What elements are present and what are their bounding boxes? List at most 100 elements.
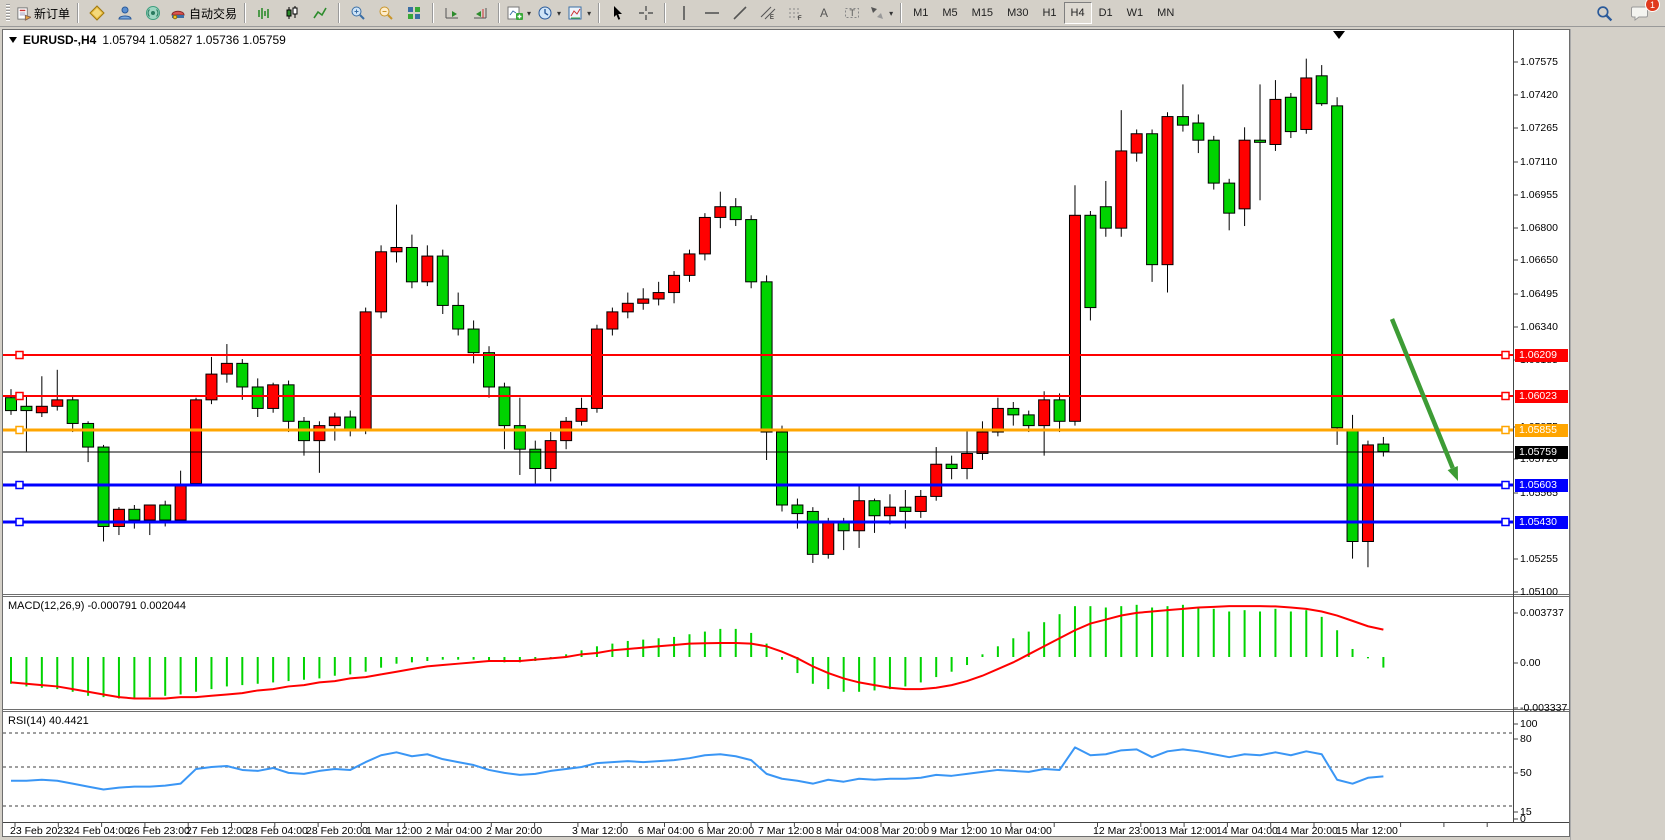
candle-body[interactable] xyxy=(251,386,264,409)
candle-body[interactable] xyxy=(822,521,835,555)
time-axis-label[interactable]: 12 Mar 23:00 xyxy=(1093,825,1155,837)
candle-body[interactable] xyxy=(1361,444,1374,542)
time-axis-label[interactable]: 6 Mar 20:00 xyxy=(698,825,755,837)
text-button[interactable]: A xyxy=(810,1,838,25)
candle-body[interactable] xyxy=(1300,77,1313,130)
candle-body[interactable] xyxy=(652,292,665,300)
candle-body[interactable] xyxy=(1146,133,1159,266)
time-axis-label[interactable]: 26 Feb 23:00 xyxy=(128,825,190,837)
candle-body[interactable] xyxy=(174,485,187,521)
candle-body[interactable] xyxy=(51,399,64,407)
candle-body[interactable] xyxy=(1284,96,1297,133)
candle-body[interactable] xyxy=(668,274,681,294)
indicators-dropdown-caret[interactable]: ▾ xyxy=(527,8,532,18)
candle-body[interactable] xyxy=(544,440,557,470)
candle-body[interactable] xyxy=(806,510,819,555)
vertical-line-button[interactable] xyxy=(670,1,698,25)
chart-shift-marker[interactable] xyxy=(1333,31,1345,39)
candle-body[interactable] xyxy=(467,328,480,354)
candle-body[interactable] xyxy=(1053,399,1066,422)
candle-body[interactable] xyxy=(1315,75,1328,105)
time-axis-label[interactable]: 3 Mar 12:00 xyxy=(572,825,629,837)
time-axis-label[interactable]: 2 Mar 20:00 xyxy=(486,825,543,837)
candle-body[interactable] xyxy=(745,219,758,283)
candle-body[interactable] xyxy=(621,302,634,313)
candle-body[interactable] xyxy=(776,431,788,506)
candle-body[interactable] xyxy=(1192,122,1205,141)
candle-body[interactable] xyxy=(914,495,927,512)
time-axis-label[interactable]: 27 Feb 12:00 xyxy=(186,825,248,837)
chat-button[interactable]: 1 xyxy=(1626,0,1660,25)
tf-h4-button[interactable]: H4 xyxy=(1063,2,1092,24)
candle-body[interactable] xyxy=(1377,443,1390,453)
horizontal-line-button[interactable] xyxy=(698,1,726,25)
tf-w1-button[interactable]: W1 xyxy=(1126,7,1144,19)
tf-mn-button[interactable]: MN xyxy=(1157,7,1175,19)
candle-body[interactable] xyxy=(1130,133,1143,154)
candle-body[interactable] xyxy=(344,416,357,431)
level-handle[interactable] xyxy=(15,391,24,401)
candle-body[interactable] xyxy=(128,508,141,521)
time-axis-label[interactable]: 8 Mar 04:00 xyxy=(816,825,873,837)
candle-body[interactable] xyxy=(1269,98,1282,145)
time-axis-label[interactable]: 7 Mar 12:00 xyxy=(758,825,815,837)
candle-body[interactable] xyxy=(483,352,496,388)
templates-dropdown-caret[interactable]: ▾ xyxy=(587,8,592,18)
candle-body[interactable] xyxy=(698,216,711,255)
trend-arrow-head[interactable] xyxy=(1447,465,1458,481)
candle-body[interactable] xyxy=(606,311,619,330)
shapes-button[interactable]: ▾ xyxy=(866,1,896,25)
symbol-ohlc-line[interactable]: EURUSD-,H4 1.05794 1.05827 1.05736 1.057… xyxy=(9,33,286,47)
candle-body[interactable] xyxy=(791,504,804,515)
cursor-button[interactable] xyxy=(604,1,632,25)
candle-body[interactable] xyxy=(1068,214,1081,422)
candle-body[interactable] xyxy=(405,246,418,283)
crosshair-button[interactable] xyxy=(632,1,660,25)
candle-body[interactable] xyxy=(714,206,727,218)
candle-body[interactable] xyxy=(190,399,203,485)
time-axis-label[interactable]: 24 Feb 04:00 xyxy=(68,825,130,837)
candle-body[interactable] xyxy=(421,255,434,283)
candle-body[interactable] xyxy=(1007,407,1020,416)
data-window-button[interactable] xyxy=(111,1,139,25)
shapes-dropdown-caret[interactable]: ▾ xyxy=(889,8,894,18)
tile-windows-button[interactable] xyxy=(400,1,428,25)
candle-body[interactable] xyxy=(282,384,295,422)
time-axis-label[interactable]: 14 Mar 20:00 xyxy=(1276,825,1338,837)
tf-m1-button[interactable]: M1 xyxy=(913,7,929,19)
candle-body[interactable] xyxy=(868,500,881,517)
chart-shift-button[interactable] xyxy=(466,1,494,25)
candle-body[interactable] xyxy=(1115,150,1128,229)
time-axis-label[interactable]: 10 Mar 04:00 xyxy=(990,825,1052,837)
time-axis-label[interactable]: 15 Mar 12:00 xyxy=(1336,825,1398,837)
candle-body[interactable] xyxy=(1331,105,1344,429)
equidistant-channel-button[interactable]: E xyxy=(754,1,782,25)
time-axis-label[interactable]: 6 Mar 04:00 xyxy=(638,825,695,837)
auto-scroll-button[interactable] xyxy=(438,1,466,25)
candle-body[interactable] xyxy=(760,281,773,433)
candle-body[interactable] xyxy=(452,304,465,330)
candle-body[interactable] xyxy=(112,508,125,527)
candle-body[interactable] xyxy=(375,251,388,313)
candle-body[interactable] xyxy=(359,311,372,431)
candle-body[interactable] xyxy=(883,506,896,517)
candle-body[interactable] xyxy=(143,504,156,521)
candle-body[interactable] xyxy=(35,405,48,414)
candle-body[interactable] xyxy=(390,246,403,253)
time-axis-label[interactable]: 28 Feb 04:00 xyxy=(246,825,308,837)
candle-body[interactable] xyxy=(1238,139,1251,210)
candle-body[interactable] xyxy=(1254,139,1267,143)
candle-body[interactable] xyxy=(328,416,341,427)
candle-body[interactable] xyxy=(220,362,233,375)
search-button[interactable] xyxy=(1590,1,1618,25)
candle-body[interactable] xyxy=(1099,206,1112,229)
level-handle[interactable] xyxy=(1501,517,1510,527)
candle-body[interactable] xyxy=(729,206,742,221)
level-handle[interactable] xyxy=(15,517,24,527)
candle-body[interactable] xyxy=(976,431,989,455)
level-handle[interactable] xyxy=(15,425,24,435)
one-click-caret-icon[interactable] xyxy=(9,37,17,43)
time-axis-label[interactable]: 2 Mar 04:00 xyxy=(426,825,483,837)
label-button[interactable]: T xyxy=(838,1,866,25)
candle-body[interactable] xyxy=(683,253,696,276)
